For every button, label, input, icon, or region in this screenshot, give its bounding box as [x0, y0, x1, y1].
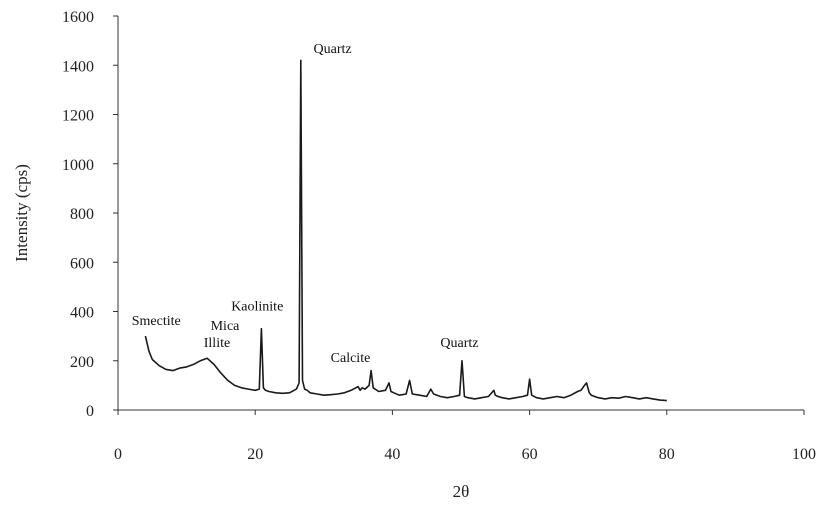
- peak-label: Calcite: [331, 351, 371, 366]
- peak-label: Kaolinite: [231, 299, 283, 314]
- x-tick-labels: 0 20 40 60 80 100: [114, 446, 816, 463]
- x-tick-label: 60: [522, 446, 538, 463]
- peak-label: Smectite: [132, 314, 181, 329]
- peak-label: Mica: [211, 319, 241, 334]
- peak-label: Illite: [204, 336, 230, 351]
- x-tick-label: 20: [247, 446, 263, 463]
- y-tick-label: 600: [70, 255, 94, 272]
- y-tick-label: 1600: [62, 9, 94, 26]
- y-tick-label: 1200: [62, 108, 94, 125]
- y-axis-title: Intensity (cps): [12, 164, 31, 262]
- y-tick-marks: [113, 15, 118, 411]
- y-tick-label: 1400: [62, 58, 94, 75]
- y-tick-label: 400: [70, 305, 94, 322]
- peak-annotations: Quartz Smectite Mica Illite Kaolinite Calcite…: [132, 42, 479, 366]
- y-tick-label: 1000: [62, 157, 94, 174]
- y-tick-labels: 0 200 400 600 800 1000 1200 1400 1600: [62, 9, 94, 420]
- series-line: [144, 59, 667, 402]
- x-tick-label: 100: [792, 446, 816, 463]
- y-tick-label: 800: [70, 206, 94, 223]
- x-tick-label: 80: [659, 446, 675, 463]
- x-tick-label: 40: [384, 446, 400, 463]
- x-tick-marks: [117, 410, 805, 415]
- y-tick-label: 0: [86, 403, 94, 420]
- peak-label: Quartz: [440, 336, 478, 351]
- y-tick-label: 200: [70, 354, 94, 371]
- x-tick-label: 0: [114, 446, 122, 463]
- peak-label: Quartz: [314, 42, 352, 57]
- x-axis-title: 2θ: [453, 482, 470, 501]
